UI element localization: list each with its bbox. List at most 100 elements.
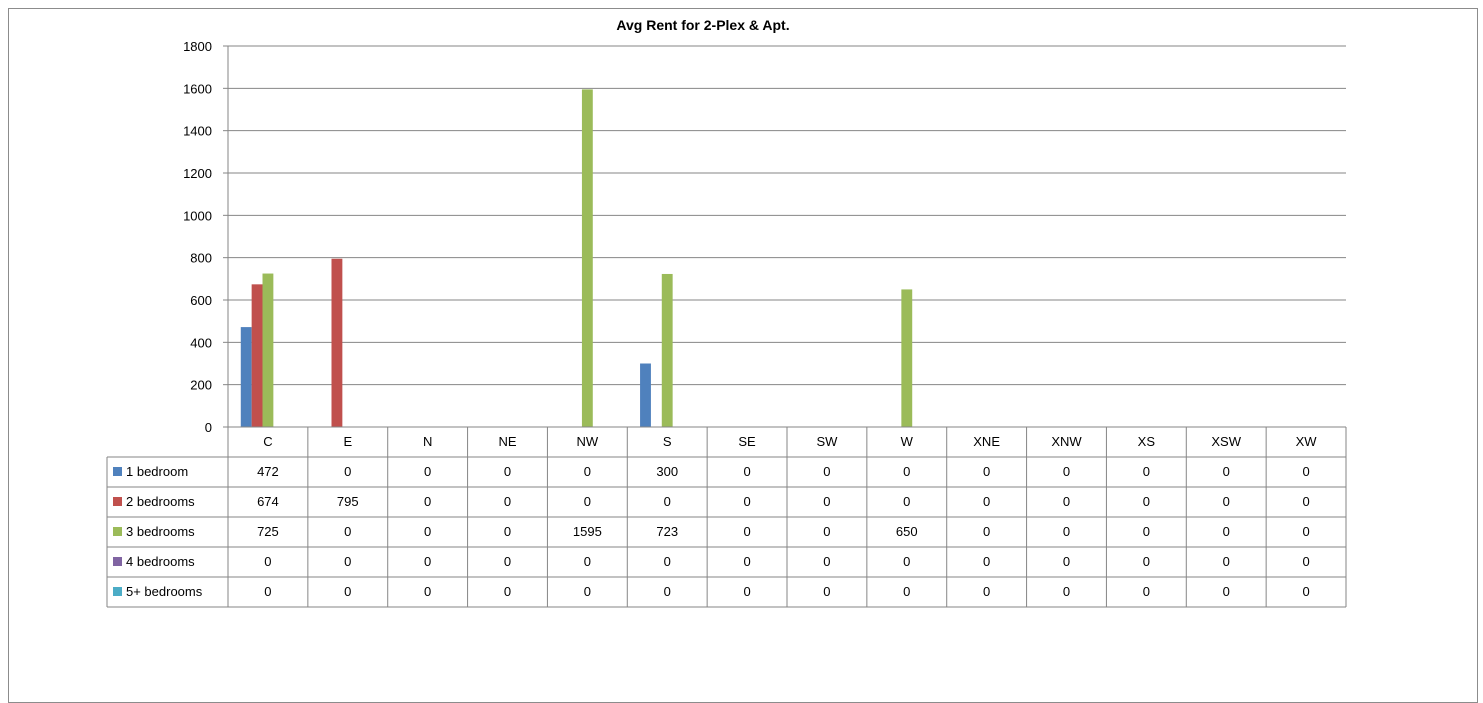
gridlines [228,45,1346,428]
x-tick-label: XSW [1211,434,1241,449]
y-tick-label: 600 [190,293,212,308]
data-label: 0 [344,554,351,569]
data-label: 0 [584,494,591,509]
data-label: 0 [903,584,910,599]
data-label: 0 [1302,524,1309,539]
legend-entry: 1 bedroom [126,464,188,479]
data-label: 0 [584,464,591,479]
y-tick-label: 1400 [183,124,212,139]
data-label: 0 [504,494,511,509]
data-label: 0 [1223,494,1230,509]
data-label: 650 [896,524,918,539]
data-label: 0 [1302,584,1309,599]
data-label: 0 [823,464,830,479]
data-label: 0 [1223,524,1230,539]
data-label: 0 [1302,554,1309,569]
x-tick-label: N [423,434,432,449]
data-label: 0 [1302,494,1309,509]
data-label: 0 [584,554,591,569]
data-label: 0 [743,584,750,599]
data-label: 0 [983,584,990,599]
x-tick-label: W [901,434,914,449]
x-tick-label: NW [577,434,599,449]
data-label: 725 [257,524,279,539]
data-label: 0 [344,464,351,479]
data-label: 0 [424,524,431,539]
data-label: 0 [1143,584,1150,599]
bar [581,89,593,428]
x-tick-label: S [663,434,672,449]
data-label: 0 [504,584,511,599]
data-label: 0 [823,524,830,539]
data-label: 0 [1302,464,1309,479]
data-label: 0 [344,524,351,539]
data-label: 0 [1063,464,1070,479]
data-label: 0 [504,524,511,539]
x-tick-label: XW [1296,434,1318,449]
legend-entry: 4 bedrooms [126,554,195,569]
y-tick-label: 1800 [183,39,212,54]
data-label: 0 [903,554,910,569]
x-tick-label: C [263,434,272,449]
data-table: C E N NE NW S SE SW W XNE XNW XS XSW XW 1 bedroom 472 0 0… [106,426,1347,608]
data-label: 0 [903,494,910,509]
data-label: 0 [264,554,271,569]
data-label: 0 [1223,464,1230,479]
x-tick-label: XS [1138,434,1156,449]
data-label: 0 [983,554,990,569]
y-tick-label: 800 [190,251,212,266]
legend-swatch [113,587,122,596]
bar [240,327,252,427]
data-label: 0 [1223,584,1230,599]
data-label: 0 [1063,554,1070,569]
data-label: 0 [504,554,511,569]
data-label: 0 [424,554,431,569]
chart-title: Avg Rent for 2-Plex & Apt. [616,17,789,33]
data-label: 0 [1143,524,1150,539]
data-label: 0 [903,464,910,479]
y-tick-label: 1000 [183,208,212,223]
legend-entry: 5+ bedrooms [126,584,203,599]
data-label: 723 [656,524,678,539]
legend-swatch [113,467,122,476]
data-label: 0 [1063,524,1070,539]
bar [331,258,343,427]
legend-entry: 2 bedrooms [126,494,195,509]
y-tick-label: 1600 [183,81,212,96]
data-label: 674 [257,494,279,509]
data-label: 0 [664,494,671,509]
y-tick-label: 400 [190,335,212,350]
y-tick-label: 200 [190,378,212,393]
x-tick-label: XNW [1051,434,1082,449]
data-label: 0 [264,584,271,599]
data-label: 0 [743,464,750,479]
data-label: 300 [656,464,678,479]
bar [262,273,274,427]
legend-swatch [113,497,122,506]
y-tick-label: 1200 [183,166,212,181]
bar [661,273,673,427]
bar [251,284,263,427]
data-label: 0 [504,464,511,479]
data-label: 0 [664,554,671,569]
data-label: 0 [983,464,990,479]
y-axis: 0 200 400 600 800 1000 1200 1400 1600 1800 [183,39,229,435]
data-label: 0 [743,494,750,509]
x-tick-label: SE [738,434,756,449]
data-label: 0 [743,554,750,569]
data-label: 0 [344,584,351,599]
data-label: 472 [257,464,279,479]
data-label: 0 [1143,494,1150,509]
legend-swatch [113,557,122,566]
legend-swatch [113,527,122,536]
bar [901,289,913,427]
data-label: 0 [823,584,830,599]
data-label: 0 [424,584,431,599]
x-tick-label: XNE [973,434,1000,449]
data-label: 0 [424,494,431,509]
x-tick-label: SW [816,434,838,449]
data-label: 0 [424,464,431,479]
legend-entry: 3 bedrooms [126,524,195,539]
data-label: 0 [664,584,671,599]
data-label: 0 [1143,554,1150,569]
